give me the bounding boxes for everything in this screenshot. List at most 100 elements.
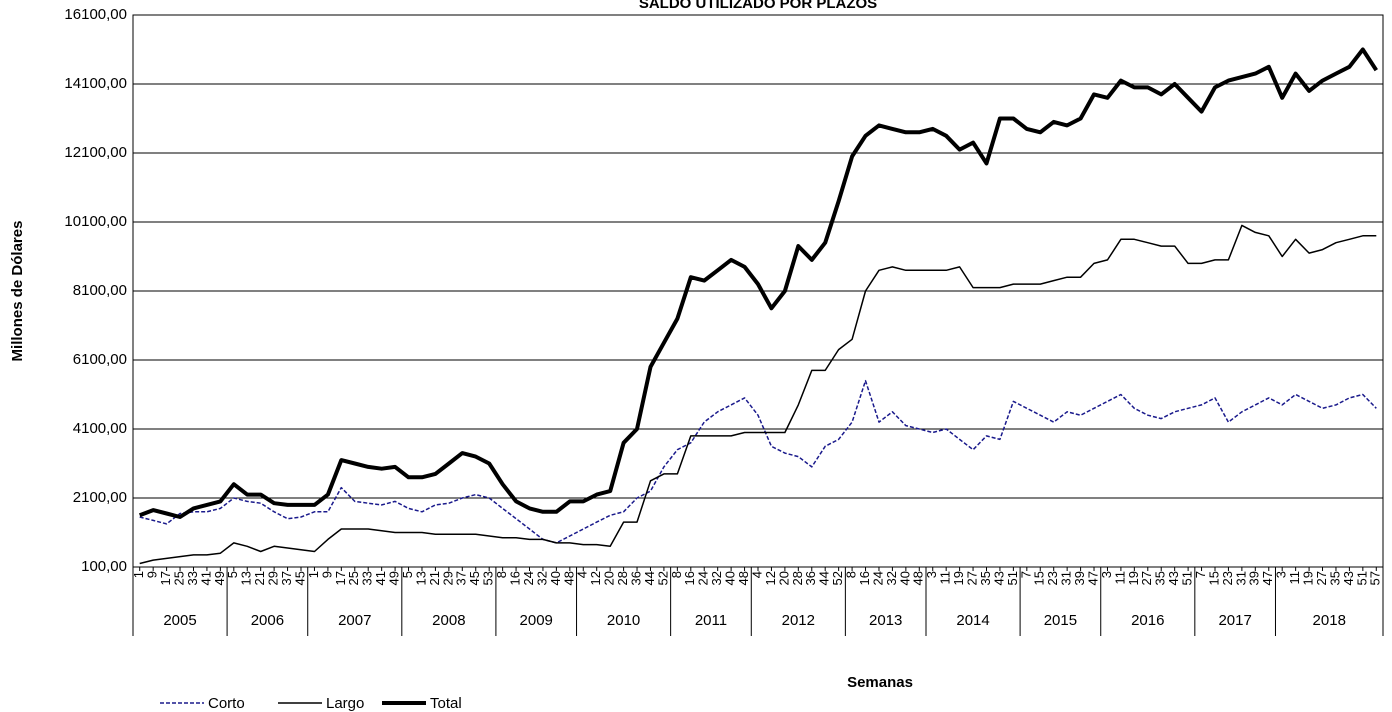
year-label: 2018 — [1313, 612, 1346, 629]
x-tick-label: 51 — [1354, 571, 1369, 585]
year-label: 2014 — [956, 612, 989, 629]
x-tick-label: 51 — [1180, 571, 1195, 585]
x-tick-label: 52 — [830, 571, 845, 585]
x-tick-label: 36 — [628, 571, 643, 585]
x-tick-label: 27 — [1139, 571, 1154, 585]
y-tick-label: 100,00 — [81, 558, 127, 575]
x-tick-label: 39 — [1072, 571, 1087, 585]
x-tick-label: 29 — [266, 571, 281, 585]
year-label: 2016 — [1131, 612, 1164, 629]
x-tick-label: 4 — [575, 571, 590, 578]
y-tick-label: 16100,00 — [64, 6, 127, 23]
x-tick-label: 52 — [655, 571, 670, 585]
y-tick-label: 14100,00 — [64, 75, 127, 92]
x-tick-label: 7 — [1018, 571, 1033, 578]
x-tick-label: 28 — [615, 571, 630, 585]
x-tick-label: 43 — [1166, 571, 1181, 585]
x-tick-label: 31 — [1059, 571, 1074, 585]
year-label: 2009 — [520, 612, 553, 629]
y-tick-label: 6100,00 — [73, 351, 127, 368]
x-tick-label: 45 — [467, 571, 482, 585]
x-tick-label: 21 — [252, 571, 267, 585]
x-tick-label: 13 — [239, 571, 254, 585]
x-tick-label: 8 — [844, 571, 859, 578]
x-tick-label: 47 — [1085, 571, 1100, 585]
x-tick-label: 44 — [642, 571, 657, 585]
x-tick-label: 21 — [427, 571, 442, 585]
x-tick-label: 49 — [212, 571, 227, 585]
x-tick-label: 32 — [534, 571, 549, 585]
legend-label: Total — [430, 695, 462, 712]
x-tick-label: 29 — [440, 571, 455, 585]
x-tick-label: 40 — [897, 571, 912, 585]
x-tick-label: 9 — [319, 571, 334, 578]
x-tick-label: 19 — [951, 571, 966, 585]
series-line — [138, 47, 1378, 519]
x-tick-label: 5 — [400, 571, 415, 578]
x-tick-label: 33 — [185, 571, 200, 585]
year-label: 2013 — [869, 612, 902, 629]
x-tick-label: 23 — [1220, 571, 1235, 585]
x-tick-label: 51 — [1005, 571, 1020, 585]
x-tick-label: 47 — [1260, 571, 1275, 585]
x-tick-label: 48 — [911, 571, 926, 585]
x-tick-label: 37 — [454, 571, 469, 585]
x-tick-label: 41 — [373, 571, 388, 585]
x-tick-label: 11 — [1112, 571, 1127, 585]
x-tick-label: 20 — [602, 571, 617, 585]
x-tick-label: 35 — [978, 571, 993, 585]
x-tick-label: 32 — [709, 571, 724, 585]
x-tick-label: 45 — [292, 571, 307, 585]
x-tick-label: 49 — [387, 571, 402, 585]
year-label: 2010 — [607, 612, 640, 629]
year-label: 2017 — [1218, 612, 1251, 629]
x-tick-label: 11 — [938, 571, 953, 585]
y-tick-label: 2100,00 — [73, 489, 127, 506]
x-tick-label: 35 — [1327, 571, 1342, 585]
x-tick-label: 9 — [145, 571, 160, 578]
x-tick-label: 11 — [1287, 571, 1302, 585]
x-tick-label: 43 — [991, 571, 1006, 585]
y-tick-label: 4100,00 — [73, 420, 127, 437]
x-tick-label: 39 — [1247, 571, 1262, 585]
x-tick-label: 40 — [548, 571, 563, 585]
x-tick-label: 12 — [763, 571, 778, 585]
x-axis-label: Semanas — [847, 674, 913, 691]
x-tick-label: 25 — [171, 571, 186, 585]
series-line — [139, 379, 1377, 544]
x-tick-label: 3 — [924, 571, 939, 578]
x-tick-label: 24 — [696, 571, 711, 585]
x-tick-label: 17 — [158, 571, 173, 585]
x-tick-label: 36 — [803, 571, 818, 585]
x-tick-label: 1 — [131, 571, 146, 578]
x-tick-label: 1 — [306, 571, 321, 578]
x-tick-label: 40 — [723, 571, 738, 585]
x-tick-label: 19 — [1301, 571, 1316, 585]
y-tick-label: 12100,00 — [64, 144, 127, 161]
year-label: 2006 — [251, 612, 284, 629]
y-tick-label: 10100,00 — [64, 213, 127, 230]
year-label: 2008 — [432, 612, 465, 629]
x-tick-label: 31 — [1233, 571, 1248, 585]
year-label: 2012 — [782, 612, 815, 629]
x-tick-label: 13 — [413, 571, 428, 585]
y-tick-label: 8100,00 — [73, 282, 127, 299]
x-tick-label: 32 — [884, 571, 899, 585]
x-tick-label: 4 — [749, 571, 764, 578]
x-tick-label: 15 — [1206, 571, 1221, 585]
x-tick-label: 48 — [561, 571, 576, 585]
x-tick-label: 8 — [494, 571, 509, 578]
year-label: 2011 — [695, 612, 727, 629]
year-label: 2015 — [1044, 612, 1077, 629]
x-tick-label: 41 — [198, 571, 213, 585]
legend-label: Largo — [326, 695, 364, 712]
series-line — [139, 224, 1377, 565]
x-tick-label: 57 — [1368, 571, 1383, 585]
y-axis-label: Millones de Dólares — [9, 221, 26, 362]
x-tick-label: 17 — [333, 571, 348, 585]
x-tick-label: 28 — [790, 571, 805, 585]
x-tick-label: 16 — [508, 571, 523, 585]
x-tick-label: 48 — [736, 571, 751, 585]
legend-label: Corto — [208, 695, 245, 712]
